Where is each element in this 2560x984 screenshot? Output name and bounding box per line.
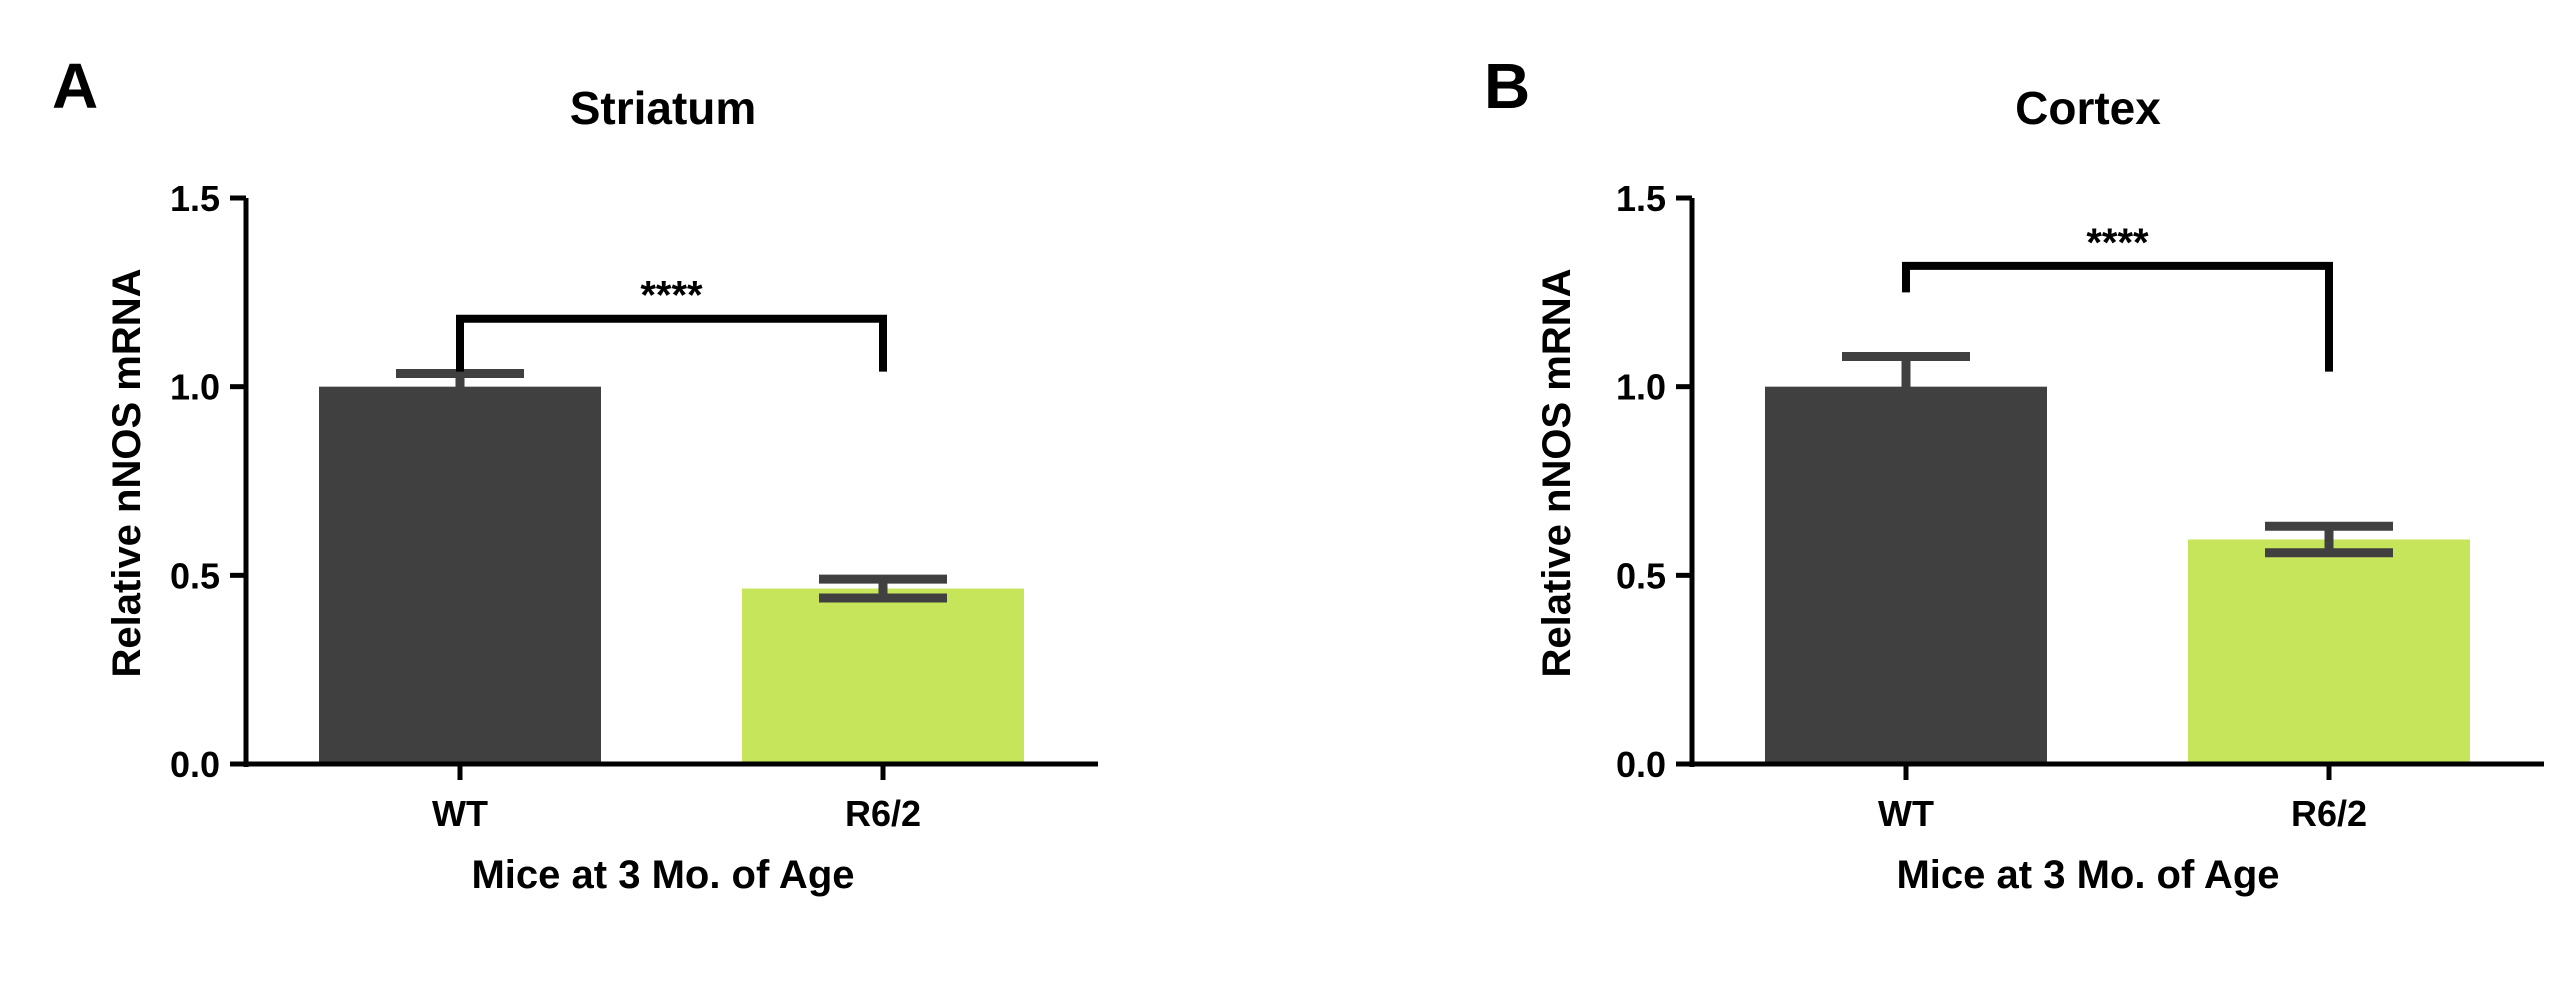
panel-b-ytick-label-0: 0.0	[1616, 744, 1666, 785]
panel-a-bar-0	[319, 386, 601, 764]
panel-b-significance-bracket	[1902, 261, 2333, 372]
panel-a-letter: A	[52, 50, 98, 122]
panel-b-ytick-label-3: 1.5	[1616, 178, 1666, 219]
panel-a-significance-label: ****	[640, 274, 703, 318]
panel-b: B Cortex Relative nNOS mRNA Mice at 3 Mo…	[1484, 50, 2544, 897]
panel-a-ylabel: Relative nNOS mRNA	[105, 269, 149, 678]
panel-b-ylabel: Relative nNOS mRNA	[1535, 269, 1579, 678]
panel-b-xtick-label-0: WT	[1878, 793, 1934, 834]
panel-b-ytick-label-1: 0.5	[1616, 555, 1666, 596]
panel-a-xtick-label-1: R6/2	[845, 793, 921, 834]
panel-b-significance-label: ****	[2086, 221, 2149, 265]
panel-b-xlabel: Mice at 3 Mo. of Age	[1896, 853, 2279, 897]
panel-b-bar-1	[2188, 539, 2470, 764]
panel-a-ytick-label-1: 0.5	[170, 555, 220, 596]
panel-a-title: Striatum	[570, 82, 757, 134]
panel-a-xlabel: Mice at 3 Mo. of Age	[471, 853, 854, 897]
panel-a-significance-bracket	[456, 314, 887, 372]
panel-b-title: Cortex	[2015, 82, 2161, 134]
panel-a-ytick-label-2: 1.0	[170, 367, 220, 408]
panel-b-letter: B	[1484, 50, 1530, 122]
panel-a-ytick-label-0: 0.0	[170, 744, 220, 785]
panel-b-ytick-label-2: 1.0	[1616, 367, 1666, 408]
panel-a-xtick-label-0: WT	[432, 793, 488, 834]
panel-b-bar-0	[1765, 386, 2047, 764]
panel-a-bar-1	[742, 588, 1024, 764]
panel-a: A Striatum Relative nNOS mRNA Mice at 3 …	[52, 50, 1098, 897]
panel-a-ytick-label-3: 1.5	[170, 178, 220, 219]
panel-b-xtick-label-1: R6/2	[2291, 793, 2367, 834]
